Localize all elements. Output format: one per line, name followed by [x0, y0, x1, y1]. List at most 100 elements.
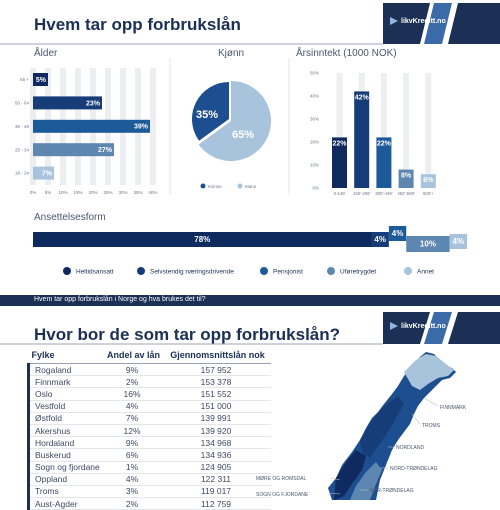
x-tick-label: 35% [133, 190, 142, 195]
legend-label: Annet [417, 269, 434, 276]
bar [33, 73, 48, 86]
cell-fylke: Rogaland [27, 363, 103, 377]
col-header-share: Andel av lån [103, 350, 161, 364]
data-label: 23% [86, 100, 101, 107]
bar [398, 169, 414, 188]
cell-fylke: Akershus [27, 424, 103, 438]
bar [332, 137, 347, 188]
cell-share: 4% [103, 473, 161, 486]
stacked-segment [33, 232, 372, 247]
category-label: 25 - 34 [15, 147, 30, 152]
legend-marker [260, 267, 268, 275]
legend-marker [237, 183, 243, 189]
employment-chart-title: Ansettelsesform [34, 212, 106, 223]
cell-average: 134 968 [161, 436, 271, 450]
grid-line [425, 73, 432, 188]
cell-share: 2% [103, 375, 161, 389]
y-tick-label: 50% [310, 71, 319, 76]
data-label: 22% [377, 140, 392, 147]
category-label: 50 - 64 [15, 101, 30, 106]
cell-share: 6% [103, 448, 161, 462]
cell-share: 9% [103, 363, 161, 377]
logo-text: likvKreditt.no [401, 17, 446, 25]
category-label: 0-149' [334, 191, 346, 196]
map-label-nordland: NORDLAND [396, 445, 424, 451]
banner-text: Hvem tar opp forbrukslån i Norge og hva … [34, 296, 206, 303]
cell-average: 122 311 [161, 473, 271, 486]
income-chart-title: Årsinntekt (1000 NOK) [296, 48, 397, 59]
category-label: 18 - 24 [15, 171, 30, 176]
cell-fylke: Troms [27, 485, 103, 499]
x-tick-label: 15% [73, 190, 82, 195]
stacked-segment [406, 236, 450, 252]
stacked-segment [388, 226, 407, 241]
x-tick-label: 40% [148, 190, 157, 195]
logo-text: likvKreditt.no [401, 322, 446, 330]
cell-average: 139 991 [161, 412, 271, 425]
legend-marker [63, 267, 71, 275]
logo-icon [390, 322, 398, 330]
bar [33, 96, 102, 110]
cell-fylke: Sogn og fjordane [27, 461, 103, 474]
category-label: 35 - 49 [15, 124, 30, 129]
cell-share: 7% [103, 412, 161, 425]
cell-average: 124 905 [161, 461, 271, 474]
info-banner [0, 295, 500, 306]
y-tick-label: 20% [310, 140, 319, 145]
data-label: 42% [355, 94, 370, 101]
table-header-row: Fylke Andel av lån Gjennomsnittslån nok [28, 350, 271, 364]
table-row: Oslo 16% 151 552 [27, 387, 271, 401]
cell-average: 153 378 [161, 375, 271, 389]
x-tick-label: 25% [103, 190, 112, 195]
legend-label: Heltidsansatt [76, 269, 114, 276]
data-label: 4% [374, 235, 386, 244]
legend-marker [327, 267, 335, 275]
table-row: Akershus 12% 139 920 [27, 424, 271, 438]
col-header-fylke: Fylke [28, 350, 103, 364]
grid-line [150, 68, 156, 185]
data-label: 27% [98, 147, 113, 154]
bar [420, 174, 436, 188]
region-table: Fylke Andel av lån Gjennomsnittslån nok … [27, 350, 271, 510]
stacked-segment [371, 232, 389, 247]
category-label: 600'+ [423, 191, 434, 196]
stacked-segment [449, 234, 467, 249]
legend-label: Pensjonist [273, 269, 303, 276]
cell-share: 1% [103, 461, 161, 474]
bar [376, 137, 392, 188]
map-label-finnmark: FINNMARK [440, 405, 467, 411]
cell-share: 9% [103, 436, 161, 450]
cell-fylke: Oslo [27, 387, 103, 401]
map-label-sor-trondelag: SØR-TRØNDELAG [370, 488, 414, 494]
grid-line [336, 73, 343, 188]
table-row: Hordaland 9% 134 968 [27, 436, 271, 450]
cell-share: 16% [103, 387, 161, 401]
legend-marker [137, 267, 145, 275]
legend-label: Mann [245, 184, 257, 189]
table-row: Oppland 4% 122 311 [27, 473, 271, 486]
table-row: Sogn og fjordane 1% 124 905 [27, 461, 271, 474]
bar [33, 119, 150, 133]
data-label: 35% [196, 109, 218, 121]
bar [33, 143, 114, 157]
data-label: 4% [392, 229, 404, 238]
category-label: 65 + [20, 77, 29, 82]
data-label: 4% [453, 237, 465, 246]
logo: likvKreditt.no [390, 17, 446, 25]
cell-average: 151 000 [161, 400, 271, 413]
map-label-more-og-romsdal: MØRE OG ROMSDAL [256, 476, 307, 482]
age-chart-title: Ålder [34, 48, 58, 59]
logo-icon [390, 17, 398, 25]
bar [354, 91, 370, 188]
data-label: 39% [134, 124, 149, 131]
table-row: Troms 3% 119 017 [27, 485, 271, 499]
cell-fylke: Hordaland [27, 436, 103, 450]
x-tick-label: 30% [118, 190, 127, 195]
map-label-nord-trondelag: NORD-TRØNDELAG [390, 466, 438, 472]
cell-average: 134 936 [161, 448, 271, 462]
cell-fylke: Oppland [27, 473, 103, 486]
